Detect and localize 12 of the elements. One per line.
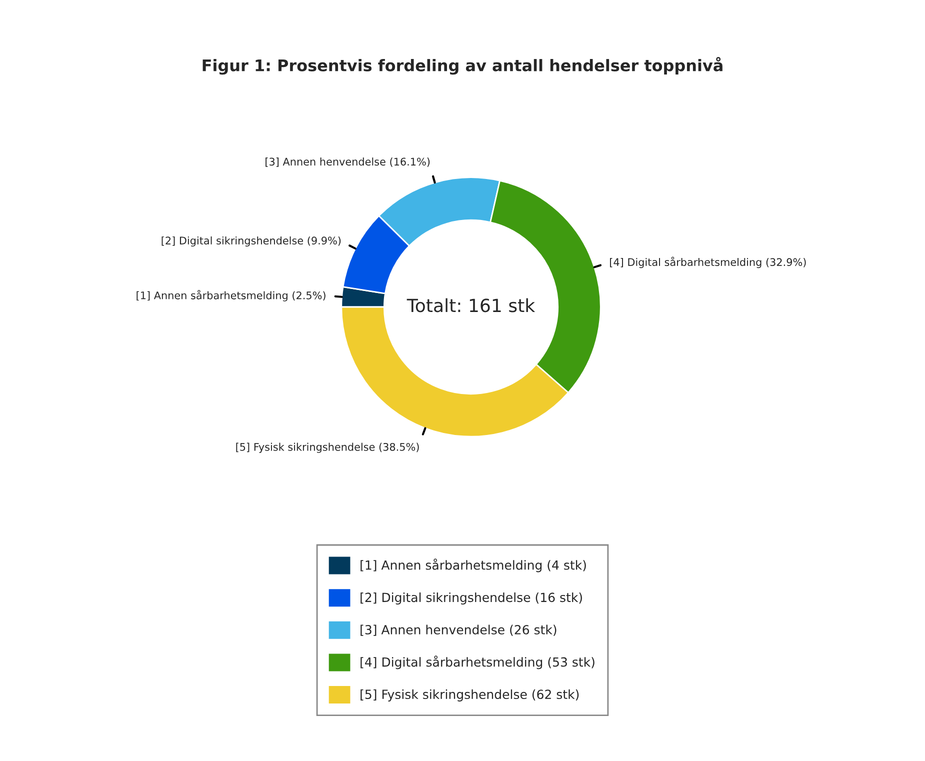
text: [1] Annen sårbarhetsmelding (2.5%) xyxy=(136,290,326,302)
text: Totalt: 161 stk xyxy=(406,298,536,312)
text: [2] Digital sikringshendelse (9.9%) xyxy=(162,236,341,247)
chart-title: Figur 1: Prosentvis fordeling av antall hendelser toppnivå xyxy=(202,57,722,75)
legend-label: [2] Digital sikringshendelse (16 stk) xyxy=(360,592,582,605)
legend-label: [4] Digital sårbarhetsmelding (53 stk) xyxy=(360,656,594,670)
legend-label: [3] Annen henvendelse (26 stk) xyxy=(360,624,556,636)
text: [5] Fysisk sikringshendelse (38.5%) xyxy=(236,442,419,453)
legend-label: [5] Fysisk sikringshendelse (62 stk) xyxy=(360,689,579,702)
text: [3] Annen henvendelse (16.1%) xyxy=(266,158,430,167)
text: [4] Digital sårbarhetsmelding (32.9%) xyxy=(610,256,806,268)
legend-label: [1] Annen sårbarhetsmelding (4 stk) xyxy=(360,558,586,572)
